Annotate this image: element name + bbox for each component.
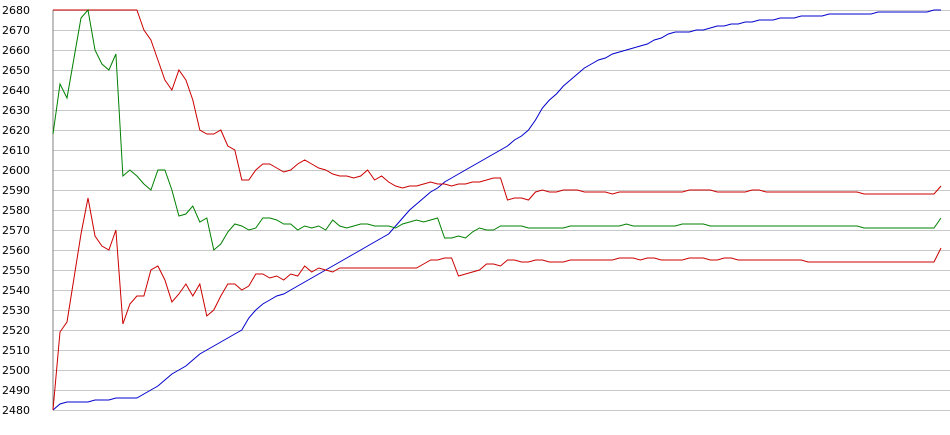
series-line-2 — [53, 9, 942, 201]
y-tick-label: 2590 — [2, 184, 30, 197]
y-tick-label: 2610 — [2, 144, 30, 157]
series-line-3 — [52, 8, 942, 251]
y-tick-label: 2490 — [2, 384, 30, 397]
series-lines — [52, 8, 942, 411]
y-tick-label: 2580 — [2, 204, 30, 217]
y-tick-label: 2550 — [2, 264, 30, 277]
series-line-1 — [52, 9, 941, 411]
y-tick-label: 2560 — [2, 244, 30, 257]
y-tick-label: 2530 — [2, 304, 30, 317]
y-tick-label: 2480 — [2, 404, 30, 417]
y-tick-label: 2500 — [2, 364, 30, 377]
y-tick-label: 2660 — [2, 44, 30, 57]
gridlines — [53, 10, 950, 411]
y-tick-label: 2650 — [2, 64, 30, 77]
y-tick-label: 2640 — [2, 84, 30, 97]
y-axis-tick-labels: 2480 2490 2500 2510 2520 2530 2540 2550 2560 2570… — [2, 4, 30, 417]
y-tick-label: 2540 — [2, 284, 30, 297]
y-tick-label: 2520 — [2, 324, 30, 337]
y-tick-label: 2510 — [2, 344, 30, 357]
y-tick-label: 2620 — [2, 124, 30, 137]
y-tick-label: 2600 — [2, 164, 30, 177]
y-tick-label: 2570 — [2, 224, 30, 237]
series-line-4 — [52, 197, 942, 411]
y-tick-label: 2630 — [2, 104, 30, 117]
y-tick-label: 2670 — [2, 24, 30, 37]
y-tick-label: 2680 — [2, 4, 30, 17]
